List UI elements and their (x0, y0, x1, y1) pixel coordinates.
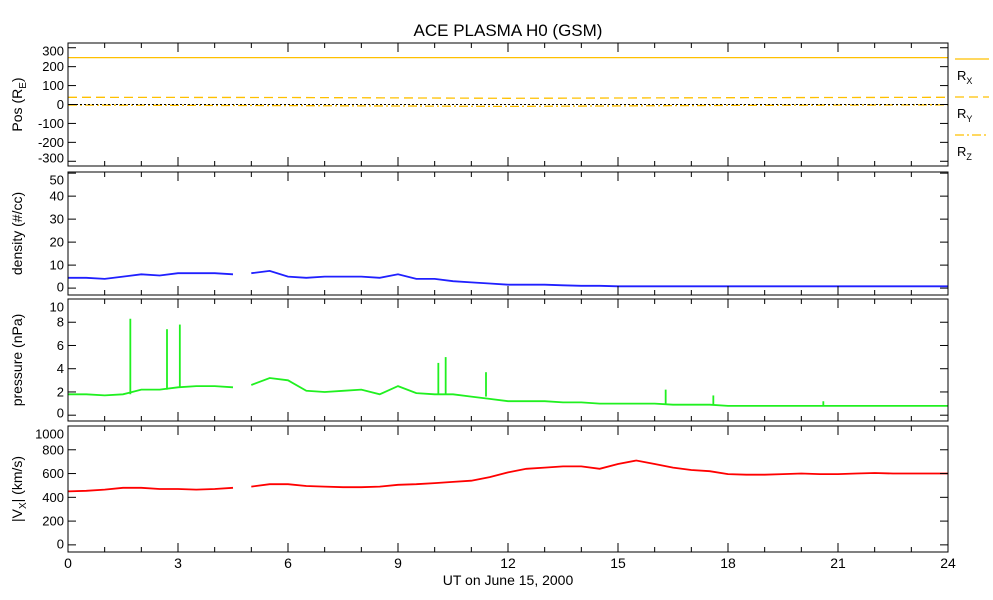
y-tick-label: 400 (42, 490, 64, 505)
chart-title: ACE PLASMA H0 (GSM) (414, 21, 603, 40)
y-axis-label-pressure: pressure (nPa) (9, 314, 25, 407)
y-tick-label: 0 (57, 537, 64, 552)
y-tick-label: 0 (57, 280, 64, 295)
y-tick-label: -300 (38, 151, 64, 166)
legend-subscript: X (966, 76, 972, 86)
y-tick-label: 800 (42, 442, 64, 457)
y-tick-label: 10 (50, 300, 64, 315)
y-tick-label: 0 (57, 406, 64, 421)
series-line-vx-0 (67, 459, 948, 493)
y-tick-label: 10 (50, 258, 64, 273)
x-tick-label: 24 (940, 555, 956, 571)
y-axis-label-vx: |VX| (km/s) (9, 456, 29, 522)
y-tick-label: 200 (42, 59, 64, 74)
series-line-density-0 (68, 269, 948, 288)
panel-frame (67, 171, 949, 296)
y-tick-label: 0 (57, 97, 64, 112)
legend-label-y: RY (957, 106, 972, 124)
y-tick-label: 600 (42, 466, 64, 481)
x-axis-label: UT on June 15, 2000 (443, 572, 574, 588)
x-tick-label: 3 (174, 555, 182, 571)
y-tick-label: 8 (57, 315, 64, 330)
y-tick-label: 300 (42, 44, 64, 59)
y-tick-label: 100 (42, 78, 64, 93)
y-axis-label-pos: Pos (RE) (9, 77, 29, 131)
y-tick-label: -200 (38, 135, 64, 150)
series-line-pos-2 (67, 104, 949, 108)
y-axis-label-density: density (#/cc) (9, 192, 25, 275)
panel-pressure: 108 6 4 2 0 pressure (nPa) (9, 298, 949, 422)
y-axis-label-subscript: E (18, 82, 29, 89)
y-tick-label: -100 (38, 116, 64, 131)
y-tick-label: 2 (57, 384, 64, 399)
y-tick-label: 200 (42, 514, 64, 529)
y-tick-label: 50 (50, 173, 64, 188)
y-tick-label: 20 (50, 235, 64, 250)
legend-label-z: RZ (957, 144, 972, 162)
y-tick-label: 4 (57, 361, 64, 376)
x-tick-label: 15 (610, 555, 626, 571)
y-axis-label-end: | (km/s) (9, 456, 25, 502)
y-tick-label: 40 (50, 189, 64, 204)
panel-frame (67, 298, 949, 422)
x-tick-label: 12 (500, 555, 516, 571)
y-tick-label: 6 (57, 338, 64, 353)
legend-label-x: RX (957, 68, 972, 86)
legend-subscript: Z (966, 152, 972, 162)
x-tick-label: 0 (64, 555, 72, 571)
y-tick-label: 30 (50, 212, 64, 227)
x-tick-label: 9 (394, 555, 402, 571)
legend-subscript: Y (966, 114, 972, 124)
x-tick-label: 18 (720, 555, 736, 571)
y-tick-label: 1000 (35, 427, 64, 442)
x-tick-label: 6 (284, 555, 292, 571)
y-axis-label-subscript: X (18, 502, 29, 509)
x-tick-label: 21 (830, 555, 846, 571)
y-axis-label-end: ) (9, 77, 25, 82)
series-line-pressure-0 (68, 377, 948, 407)
series-line-pos-1 (67, 96, 949, 99)
